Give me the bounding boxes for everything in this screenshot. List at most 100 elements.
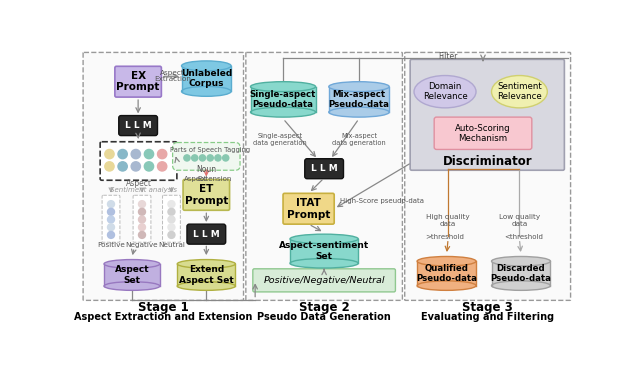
Ellipse shape bbox=[417, 281, 476, 290]
Text: High-Score pseudo-data: High-Score pseudo-data bbox=[340, 198, 424, 204]
Text: >threshold: >threshold bbox=[425, 234, 464, 240]
Polygon shape bbox=[329, 87, 389, 112]
Circle shape bbox=[138, 224, 145, 230]
FancyBboxPatch shape bbox=[283, 193, 334, 224]
Circle shape bbox=[131, 162, 140, 171]
Text: Unlabeled
Corpus: Unlabeled Corpus bbox=[180, 69, 232, 88]
Text: Single-aspect
Pseudo-data: Single-aspect Pseudo-data bbox=[250, 90, 316, 109]
Text: Sentiment
Relevance: Sentiment Relevance bbox=[497, 82, 542, 102]
Text: Discarded
Pseudo-data: Discarded Pseudo-data bbox=[490, 264, 552, 283]
Text: Evaluating and Filtering: Evaluating and Filtering bbox=[421, 312, 554, 321]
Text: Mix-aspect
data generation: Mix-aspect data generation bbox=[332, 133, 386, 146]
Text: Discriminator: Discriminator bbox=[442, 154, 532, 167]
Circle shape bbox=[105, 162, 114, 171]
Ellipse shape bbox=[329, 107, 389, 117]
Ellipse shape bbox=[104, 260, 160, 268]
Circle shape bbox=[138, 231, 145, 238]
Text: EX
Prompt: EX Prompt bbox=[116, 71, 160, 93]
Text: L L M: L L M bbox=[125, 121, 152, 130]
Text: Aspect: Aspect bbox=[125, 179, 152, 188]
Polygon shape bbox=[182, 66, 231, 91]
Ellipse shape bbox=[182, 86, 231, 96]
Text: Stage 2: Stage 2 bbox=[299, 301, 349, 314]
Text: Positive: Positive bbox=[97, 242, 125, 248]
Text: Neutral: Neutral bbox=[158, 242, 185, 248]
Polygon shape bbox=[290, 239, 358, 263]
Circle shape bbox=[184, 155, 190, 161]
FancyBboxPatch shape bbox=[163, 195, 180, 242]
Text: L L M: L L M bbox=[311, 164, 337, 173]
Circle shape bbox=[145, 162, 154, 171]
Ellipse shape bbox=[492, 281, 550, 290]
Text: Noun: Noun bbox=[196, 165, 216, 174]
Text: Aspect Extraction and Extension: Aspect Extraction and Extension bbox=[74, 312, 253, 321]
Circle shape bbox=[215, 155, 221, 161]
Circle shape bbox=[168, 216, 175, 223]
Circle shape bbox=[157, 162, 167, 171]
FancyBboxPatch shape bbox=[410, 59, 564, 170]
Text: Single-aspect
data generation: Single-aspect data generation bbox=[253, 133, 307, 146]
Circle shape bbox=[118, 149, 127, 159]
Text: <threshold: <threshold bbox=[504, 234, 543, 240]
Circle shape bbox=[138, 201, 145, 208]
Text: Extend
Aspect Set: Extend Aspect Set bbox=[179, 265, 234, 285]
FancyBboxPatch shape bbox=[173, 143, 240, 170]
Polygon shape bbox=[250, 87, 316, 112]
FancyBboxPatch shape bbox=[253, 269, 396, 292]
Circle shape bbox=[223, 155, 229, 161]
Circle shape bbox=[157, 149, 167, 159]
FancyBboxPatch shape bbox=[187, 224, 226, 244]
Text: Auto-Scoring
Mechanism: Auto-Scoring Mechanism bbox=[455, 123, 511, 143]
Polygon shape bbox=[492, 261, 550, 286]
Text: Sentiment analysis: Sentiment analysis bbox=[110, 187, 177, 193]
FancyBboxPatch shape bbox=[434, 117, 532, 149]
Circle shape bbox=[105, 149, 114, 159]
Ellipse shape bbox=[414, 76, 476, 108]
Ellipse shape bbox=[177, 282, 236, 290]
FancyBboxPatch shape bbox=[305, 159, 344, 179]
Polygon shape bbox=[417, 261, 476, 286]
Text: Negative: Negative bbox=[125, 242, 158, 248]
Text: ET
Prompt: ET Prompt bbox=[184, 184, 228, 206]
Text: Qualified
Pseudo-data: Qualified Pseudo-data bbox=[416, 264, 477, 283]
Ellipse shape bbox=[104, 282, 160, 290]
Circle shape bbox=[168, 209, 175, 215]
Ellipse shape bbox=[250, 82, 316, 92]
Text: Extension: Extension bbox=[197, 176, 231, 183]
FancyBboxPatch shape bbox=[133, 195, 151, 242]
Circle shape bbox=[108, 224, 115, 230]
Text: Aspect: Aspect bbox=[184, 176, 207, 183]
Text: Extraction: Extraction bbox=[154, 76, 191, 82]
Ellipse shape bbox=[250, 107, 316, 117]
Circle shape bbox=[108, 209, 115, 215]
Circle shape bbox=[131, 149, 140, 159]
Ellipse shape bbox=[492, 76, 547, 108]
Text: ITAT
Prompt: ITAT Prompt bbox=[287, 198, 330, 220]
Circle shape bbox=[108, 201, 115, 208]
Text: Positive/Negative/Neutral: Positive/Negative/Neutral bbox=[264, 276, 385, 285]
Text: Low quality
data: Low quality data bbox=[499, 214, 540, 227]
Circle shape bbox=[168, 201, 175, 208]
Ellipse shape bbox=[417, 256, 476, 266]
Text: Filter: Filter bbox=[438, 52, 458, 61]
Text: Parts of Speech Tagging: Parts of Speech Tagging bbox=[170, 147, 250, 153]
FancyBboxPatch shape bbox=[100, 142, 177, 180]
Circle shape bbox=[108, 216, 115, 223]
Text: Aspect
Set: Aspect Set bbox=[115, 265, 149, 285]
Circle shape bbox=[199, 155, 205, 161]
FancyBboxPatch shape bbox=[183, 180, 230, 210]
Text: High quality
data: High quality data bbox=[426, 214, 470, 227]
Circle shape bbox=[168, 224, 175, 230]
Text: Aspect: Aspect bbox=[160, 70, 184, 76]
Text: Pseudo Data Generation: Pseudo Data Generation bbox=[257, 312, 391, 321]
Circle shape bbox=[207, 155, 213, 161]
Circle shape bbox=[118, 162, 127, 171]
Circle shape bbox=[168, 231, 175, 238]
Text: Stage 3: Stage 3 bbox=[462, 301, 513, 314]
Ellipse shape bbox=[182, 61, 231, 71]
Circle shape bbox=[138, 209, 145, 215]
Polygon shape bbox=[104, 264, 160, 286]
Circle shape bbox=[138, 216, 145, 223]
Ellipse shape bbox=[290, 234, 358, 244]
FancyBboxPatch shape bbox=[115, 66, 161, 97]
